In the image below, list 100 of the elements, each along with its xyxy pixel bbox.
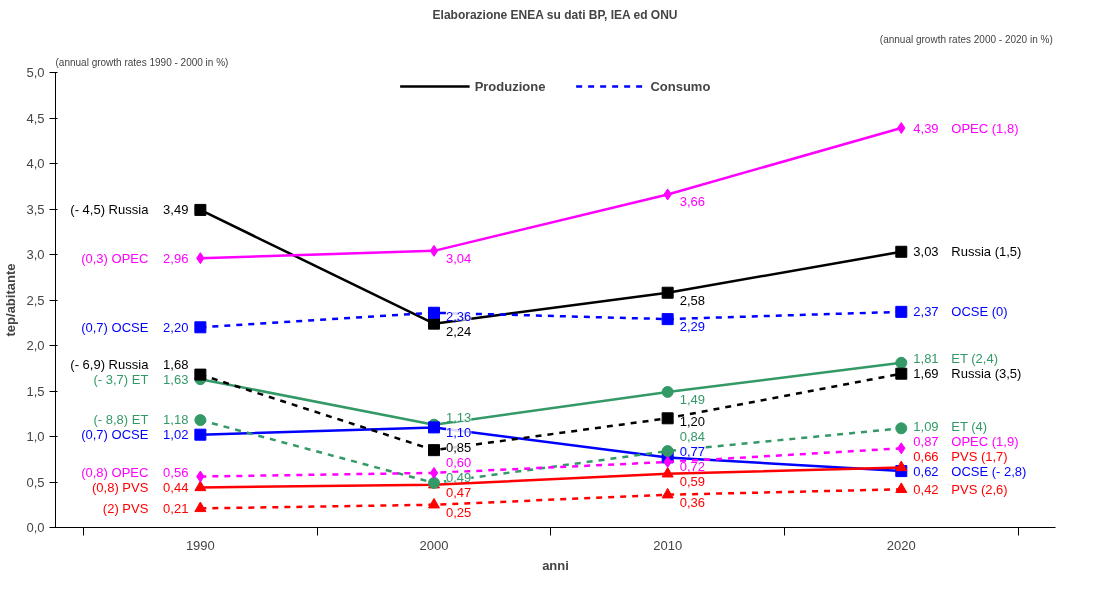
- data-label: 0,21: [163, 500, 189, 516]
- data-label: 1,68: [163, 356, 189, 372]
- data-label: 0,42: [913, 481, 939, 497]
- text: (annual growth rates 2000 - 2020 in %): [879, 33, 1053, 45]
- annotation: ET (2,4): [951, 351, 999, 367]
- point: [895, 245, 908, 258]
- data-label: 2,36: [446, 308, 472, 324]
- data-label: 2,37: [913, 304, 939, 320]
- data-label: 1,49: [679, 391, 705, 407]
- point: [194, 428, 207, 441]
- annotation: Consumo: [650, 78, 711, 94]
- data-label: 1,10: [446, 424, 472, 440]
- point: [429, 244, 439, 257]
- annotation: PVS (1,7): [951, 448, 1008, 464]
- annotation: (- 8,8) ET: [93, 412, 149, 428]
- point: [895, 482, 908, 493]
- annotation: (0,7) OCSE: [81, 319, 149, 335]
- point: [194, 203, 207, 216]
- annotation: OPEC (1,9): [951, 433, 1019, 449]
- point: [661, 445, 674, 458]
- data-label: 0,44: [163, 479, 189, 495]
- data-label: 1,02: [163, 427, 189, 443]
- y-tick-label: 5,0: [26, 65, 45, 80]
- data-label: 0,36: [679, 494, 705, 510]
- point: [194, 501, 207, 513]
- annotation: (0,8) PVS: [92, 479, 149, 495]
- data-label: 1,09: [913, 418, 939, 434]
- annotation: (0,7) OCSE: [81, 427, 149, 443]
- data-label: 0,47: [446, 484, 472, 500]
- data-label: 4,39: [913, 120, 939, 136]
- point: [194, 414, 207, 427]
- y-tick-label: 4,5: [26, 110, 45, 126]
- y-tick-label: 2,5: [26, 292, 45, 308]
- annotation: (2) PVS: [102, 500, 149, 516]
- annotation: OCSE (- 2,8): [951, 463, 1027, 479]
- point: [895, 305, 908, 318]
- data-label: 0,62: [913, 463, 939, 479]
- y-tick-label: 3,5: [26, 201, 45, 217]
- point: [661, 313, 674, 326]
- annotation: Russia (1,5): [951, 244, 1022, 260]
- data-label: 2,96: [163, 250, 189, 266]
- y-tick-label: 1,5: [26, 383, 45, 399]
- point: [428, 444, 440, 457]
- data-label: 0,84: [679, 428, 705, 444]
- point: [194, 368, 207, 381]
- data-label: 0,72: [679, 458, 705, 474]
- annotation: (0,3) OPEC: [81, 250, 149, 266]
- data-label: 2,29: [679, 319, 705, 335]
- annotation: (0,8) OPEC: [81, 464, 149, 480]
- data-label: 2,58: [679, 292, 705, 308]
- annotation: (- 4,5) Russia: [70, 202, 150, 218]
- point: [895, 356, 908, 369]
- data-label: 0,56: [163, 464, 189, 480]
- x-tick-label: 2010: [653, 537, 683, 553]
- point: [661, 385, 674, 398]
- annotation: OPEC (1,8): [951, 120, 1019, 136]
- annotation: (- 6,9) Russia: [70, 356, 150, 372]
- data-label: 0,49: [446, 469, 472, 485]
- data-label: 3,03: [913, 244, 939, 260]
- data-label: 0,60: [446, 454, 472, 470]
- data-label: 1,81: [913, 351, 939, 367]
- data-label: 0,25: [446, 504, 472, 520]
- data-label: 1,63: [163, 371, 189, 387]
- x-axis-title: anni: [542, 557, 569, 573]
- annotation: Produzione: [474, 78, 546, 94]
- annotation: Russia (3,5): [951, 366, 1022, 382]
- point: [895, 460, 908, 472]
- point: [428, 497, 440, 509]
- y-tick-label: 3,0: [26, 247, 45, 262]
- point: [194, 321, 207, 334]
- point: [661, 487, 674, 499]
- point: [428, 317, 440, 330]
- data-label: 3,49: [163, 202, 189, 218]
- y-tick-label: 0,0: [26, 520, 45, 535]
- text: (annual growth rates 1990 - 2000 in %): [55, 56, 229, 68]
- annotation: OCSE (0): [951, 304, 1008, 320]
- data-label: 1,13: [446, 409, 472, 425]
- data-label: 1,69: [913, 366, 939, 382]
- data-label: 1,20: [679, 413, 705, 429]
- annotation: ET (4): [951, 418, 988, 434]
- data-label: 1,18: [163, 412, 189, 428]
- point: [429, 466, 439, 479]
- x-tick-label: 2000: [419, 537, 449, 553]
- point: [661, 466, 674, 478]
- y-tick-label: 2,0: [26, 338, 45, 353]
- point: [428, 306, 440, 319]
- data-label: 0,87: [913, 433, 939, 449]
- x-tick-label: 2020: [886, 537, 916, 553]
- x-tick-label: 1990: [185, 537, 215, 553]
- data-label: 0,66: [913, 448, 939, 464]
- data-label: 0,85: [446, 439, 472, 455]
- point: [895, 422, 908, 435]
- y-tick-label: 4,0: [26, 156, 45, 171]
- data-label: 2,20: [163, 319, 189, 335]
- y-tick-label: 0,5: [26, 474, 45, 490]
- point: [661, 412, 674, 425]
- point: [194, 480, 207, 492]
- point: [661, 286, 674, 299]
- data-label: 2,24: [446, 323, 472, 339]
- y-axis-title: tep/abitante: [3, 263, 19, 337]
